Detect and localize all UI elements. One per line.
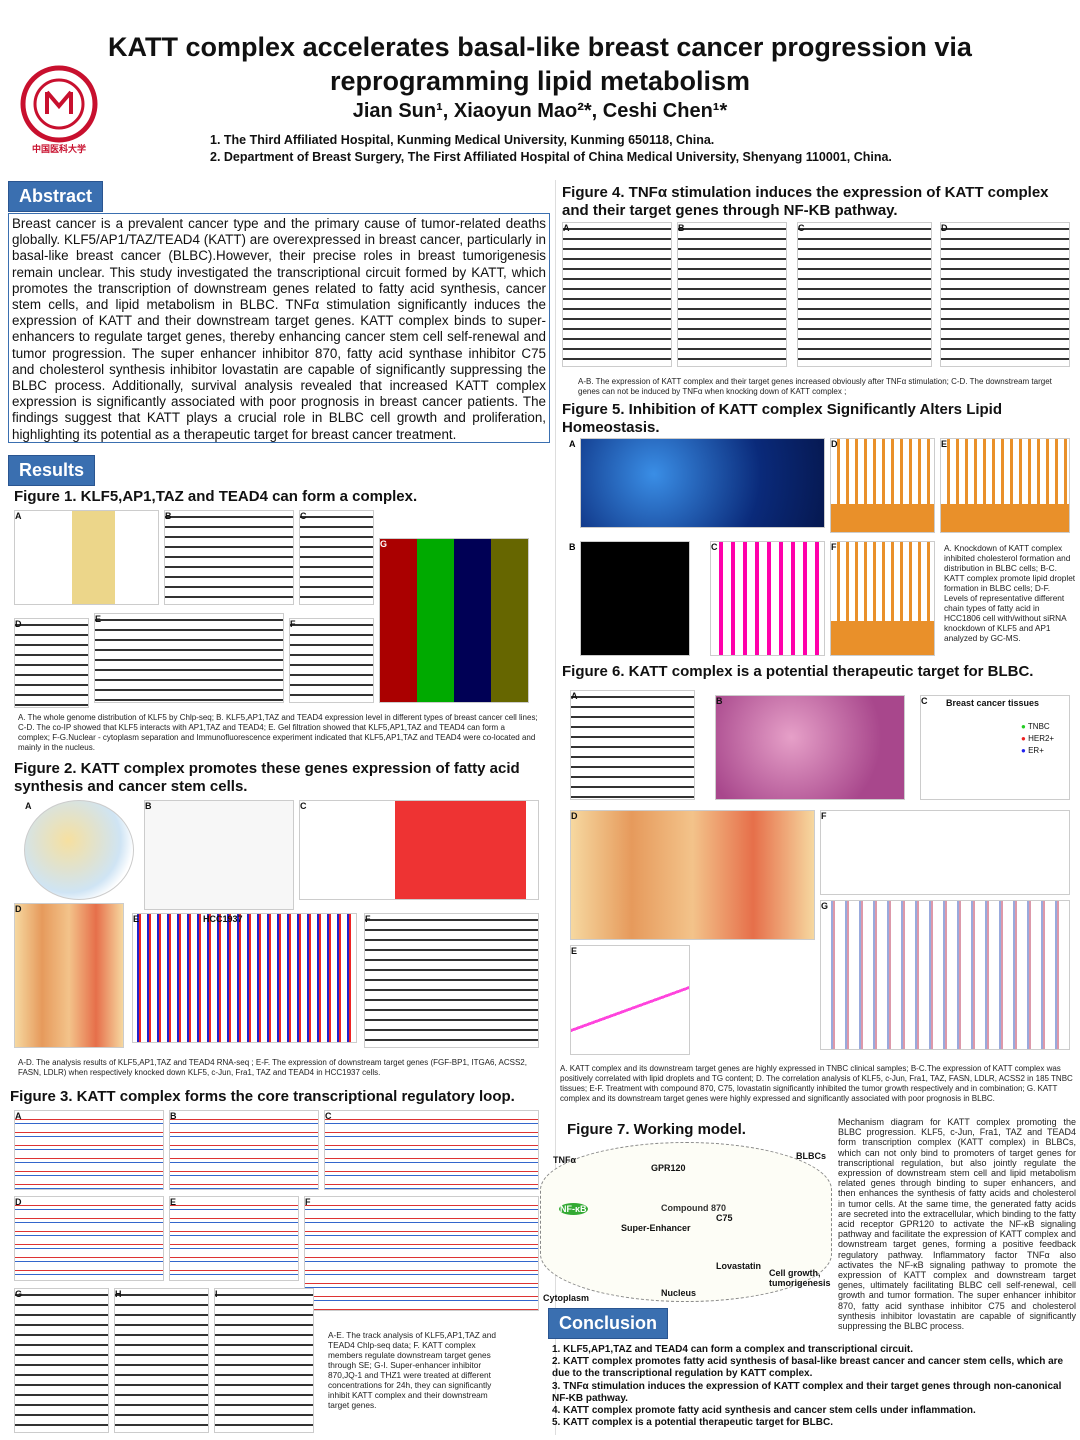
fig6-panel-g: G bbox=[820, 900, 1070, 1050]
fig6-panel-a: A bbox=[570, 690, 695, 800]
fig3-panel-i: I bbox=[214, 1288, 314, 1433]
fig4-panel-d: D bbox=[940, 222, 1070, 367]
affiliation-2: 2. Department of Breast Surgery, The Fir… bbox=[210, 150, 892, 164]
conclusion-item: 1. KLF5,AP1,TAZ and TEAD4 can form a com… bbox=[552, 1344, 914, 1355]
conclusion-item: 5. KATT complex is a potential therapeut… bbox=[552, 1417, 833, 1429]
results-heading: Results bbox=[8, 455, 96, 486]
legend-her2: ● HER2+ bbox=[1021, 734, 1055, 743]
working-model-diagram: TNFα GPR120 NF-κB Super-Enhancer Compoun… bbox=[540, 1142, 832, 1303]
fig2-panel-a-venn: A bbox=[24, 800, 134, 900]
column-divider bbox=[555, 180, 556, 1435]
fig4-panel-b: B bbox=[677, 222, 787, 367]
fig1-panel-e: E bbox=[94, 613, 284, 703]
fig5-panel-b: B bbox=[569, 541, 690, 656]
conclusion-item: 3. TNFα stimulation induces the expressi… bbox=[552, 1380, 1062, 1404]
fig6-panel-b: B bbox=[715, 695, 905, 800]
fig2-panel-d: D bbox=[14, 903, 124, 1048]
working-model-description: Mechanism diagram for KATT complex promo… bbox=[838, 1117, 1076, 1332]
fig1-panel-c: C bbox=[299, 510, 374, 605]
figure-4-panels: A B C D bbox=[562, 222, 1074, 372]
authors: Jian Sun¹, Xiaoyun Mao²*, Ceshi Chen¹* bbox=[352, 100, 728, 122]
conclusion-item: 4. KATT complex promote fatty acid synth… bbox=[552, 1405, 976, 1417]
fig4-panel-c: C bbox=[797, 222, 932, 367]
conclusion-item: 2. KATT complex promotes fatty acid synt… bbox=[552, 1356, 1064, 1380]
fig2-panel-f: F bbox=[364, 913, 539, 1048]
fig2-panel-e: E HCC1937 bbox=[132, 913, 357, 1043]
tissue-legend: ● TNBC ● HER2+ ● ER+ bbox=[1021, 721, 1054, 757]
figure-1-panels: A B C D E F G bbox=[14, 508, 544, 708]
figure-5-caption: A. Knockdown of KATT complex inhibited c… bbox=[944, 543, 1076, 643]
fig5-panel-c: C bbox=[710, 541, 825, 656]
figure-6-title: Figure 6. KATT complex is a potential th… bbox=[562, 663, 1034, 680]
fig3-panel-f: F bbox=[304, 1196, 539, 1311]
figure-1-title: Figure 1. KLF5,AP1,TAZ and TEAD4 can for… bbox=[14, 488, 418, 505]
fig6-panel-d: D bbox=[570, 810, 815, 940]
legend-er: ● ER+ bbox=[1021, 746, 1044, 755]
fig1-panel-b: B bbox=[164, 510, 294, 605]
figure-6-caption: A. KATT complex and its downstream targe… bbox=[560, 1064, 1073, 1103]
figure-2-title: Figure 2. KATT complex promotes these ge… bbox=[14, 760, 520, 795]
figure-7-title: Figure 7. Working model. bbox=[567, 1121, 746, 1138]
fig6-panel-c: C Breast cancer tissues ● TNBC ● HER2+ ●… bbox=[920, 695, 1070, 800]
fig1-panel-f: F bbox=[289, 618, 374, 703]
fig3-panel-a: A bbox=[14, 1110, 164, 1190]
fig1-panel-d: D bbox=[14, 618, 89, 708]
abstract-heading: Abstract bbox=[8, 181, 104, 212]
fig3-panel-c: C bbox=[324, 1110, 539, 1190]
fig5-panel-f: F bbox=[830, 541, 935, 656]
fig5-panel-d: D bbox=[830, 438, 935, 533]
fig3-panel-b: B bbox=[169, 1110, 319, 1190]
figure-5-panels: A B C D E F bbox=[565, 438, 1075, 660]
fig2-panel-c: C bbox=[299, 800, 539, 900]
university-logo: 中国医科大学 bbox=[12, 62, 107, 157]
fig3-panel-h: H bbox=[114, 1288, 209, 1433]
conclusion-list: 1. KLF5,AP1,TAZ and TEAD4 can form a com… bbox=[552, 1344, 1076, 1429]
fig6-panel-f: F bbox=[820, 810, 1070, 895]
svg-text:中国医科大学: 中国医科大学 bbox=[32, 143, 86, 154]
figure-4-caption: A-B. The expression of KATT complex and … bbox=[578, 377, 1052, 396]
affiliation-1: 1. The Third Affiliated Hospital, Kunmin… bbox=[210, 133, 715, 147]
figure-3-caption: A-E. The track analysis of KLF5,AP1,TAZ … bbox=[328, 1330, 497, 1410]
poster-title: KATT complex accelerates basal-like brea… bbox=[108, 32, 972, 96]
figure-2-caption: A-D. The analysis results of KLF5,AP1,TA… bbox=[18, 1058, 527, 1077]
legend-tnbc: ● TNBC bbox=[1021, 722, 1050, 731]
figure-4-title: Figure 4. TNFα stimulation induces the e… bbox=[562, 184, 1049, 219]
fig1-panel-g: G bbox=[379, 538, 529, 703]
conclusion-heading: Conclusion bbox=[548, 1308, 668, 1339]
fig3-panel-g: G bbox=[14, 1288, 109, 1433]
fig2-panel-b: B bbox=[144, 800, 294, 910]
fig3-panel-e: E bbox=[169, 1196, 299, 1281]
fig1-panel-a: A bbox=[14, 510, 159, 605]
tissue-chart-title: Breast cancer tissues bbox=[946, 698, 1040, 708]
affiliations: 1. The Third Affiliated Hospital, Kunmin… bbox=[210, 132, 892, 166]
fig5-panel-e: E bbox=[940, 438, 1070, 533]
abstract-text: Breast cancer is a prevalent cancer type… bbox=[8, 213, 550, 443]
fig6-panel-e: E bbox=[570, 945, 690, 1055]
figure-6-panels: A B C Breast cancer tissues ● TNBC ● HER… bbox=[565, 690, 1075, 1060]
figure-1-caption: A. The whole genome distribution of KLF5… bbox=[18, 713, 538, 752]
figure-3-panels: A B C D E F G H I bbox=[14, 1108, 544, 1438]
fig4-panel-a: A bbox=[562, 222, 672, 367]
figure-5-title: Figure 5. Inhibition of KATT complex Sig… bbox=[562, 401, 1003, 436]
fig5-panel-a: A bbox=[569, 438, 825, 528]
figure-3-title: Figure 3. KATT complex forms the core tr… bbox=[10, 1088, 515, 1105]
figure-2-panels: A B C D E HCC1937 F bbox=[14, 798, 544, 1053]
fig3-panel-d: D bbox=[14, 1196, 164, 1281]
